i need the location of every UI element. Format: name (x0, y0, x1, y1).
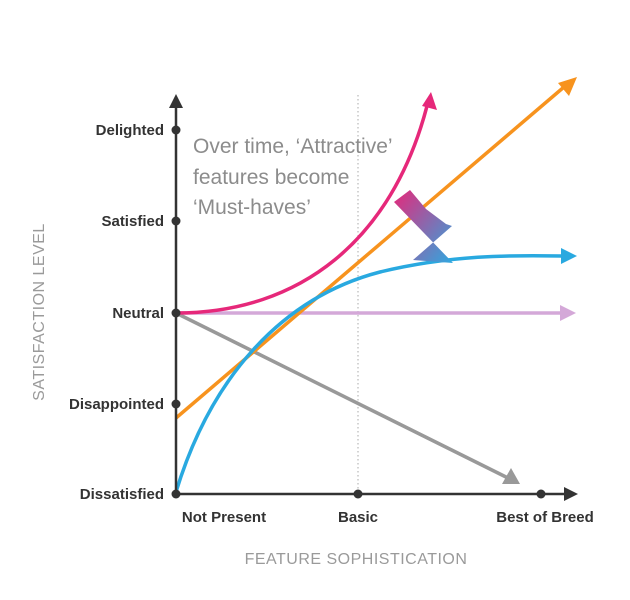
performance-arrowhead (558, 77, 577, 96)
y-level-dot-delighted (171, 125, 181, 135)
y-level-label-disappointed: Disappointed (69, 396, 164, 413)
must-have-curve (174, 253, 563, 493)
x-axis-arrowhead (564, 487, 578, 501)
attractive-arrowhead (422, 92, 437, 110)
y-axis-arrowhead (169, 94, 183, 108)
indifferent-arrowhead (560, 305, 576, 321)
transition-arrow (394, 190, 453, 263)
annotation-line-2: features become (193, 166, 349, 189)
y-axis-title: SATISFACTION LEVEL (31, 223, 48, 401)
reverse-line (175, 311, 509, 480)
y-level-label-dissatisfied: Dissatisfied (80, 486, 164, 503)
y-level-dot-satisfied (171, 216, 181, 226)
x-level-dot-best-of-breed (536, 489, 546, 499)
x-level-label-best-of-breed: Best of Breed (496, 509, 594, 526)
x-level-label-not-present: Not Present (182, 509, 266, 526)
origin-dot (171, 489, 181, 499)
x-level-label-basic: Basic (338, 509, 378, 526)
annotation-line-1: Over time, ‘Attractive’ (193, 135, 393, 158)
y-level-dot-disappointed (171, 399, 181, 409)
reverse-arrowhead (502, 468, 520, 484)
y-level-dot-neutral (171, 308, 181, 318)
attractive-curve (175, 105, 429, 315)
x-axis-title: FEATURE SOPHISTICATION (245, 551, 468, 568)
must-have-arrowhead (561, 248, 577, 264)
y-level-label-neutral: Neutral (112, 305, 164, 322)
annotation-line-3: ‘Must-haves’ (193, 196, 311, 219)
x-level-dot-basic (353, 489, 363, 499)
y-level-label-satisfied: Satisfied (101, 213, 164, 230)
y-level-label-delighted: Delighted (96, 122, 164, 139)
